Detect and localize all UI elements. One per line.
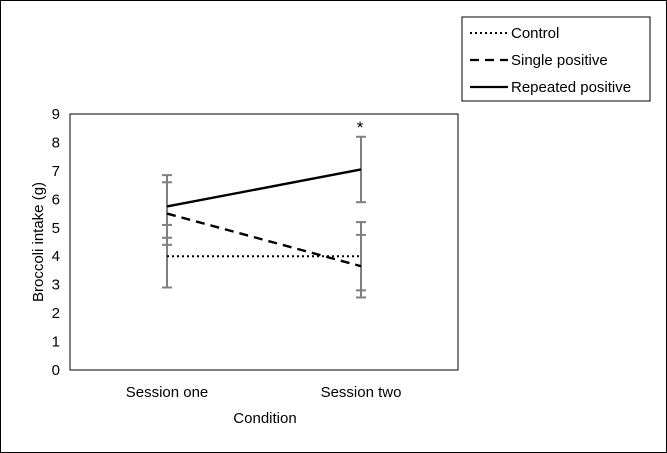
series-line-single-positive [166,212,362,268]
legend-label-repeated-positive: Repeated positive [511,79,631,96]
y-tick-label: 9 [52,106,60,123]
legend-label-single-positive: Single positive [511,52,608,69]
y-tick-label: 0 [52,362,60,379]
x-axis-label: Condition [233,410,296,427]
annotation-asterisk: * [357,118,364,137]
legend: Control Single positive Repeated positiv… [461,16,651,102]
plot-area [69,113,459,371]
x-tick-label: Session one [126,384,209,401]
series-line-repeated-positive [166,168,362,208]
y-tick-label: 6 [52,191,60,208]
error-bars [162,135,366,299]
y-tick-label: 3 [52,277,60,294]
y-tick-label: 2 [52,305,60,322]
legend-label-control: Control [511,25,559,42]
series-lines [166,168,362,268]
x-tick-label: Session two [321,384,402,401]
y-tick-label: 1 [52,334,60,351]
y-axis-ticks: 0 1 2 3 4 5 6 7 8 9 [52,106,60,379]
y-tick-label: 5 [52,220,60,237]
y-tick-label: 8 [52,134,60,151]
y-tick-label: 7 [52,163,60,180]
x-axis-ticks: Session one Session two [126,384,402,401]
y-axis-label: Broccoli intake (g) [30,182,47,302]
y-tick-label: 4 [52,248,60,265]
